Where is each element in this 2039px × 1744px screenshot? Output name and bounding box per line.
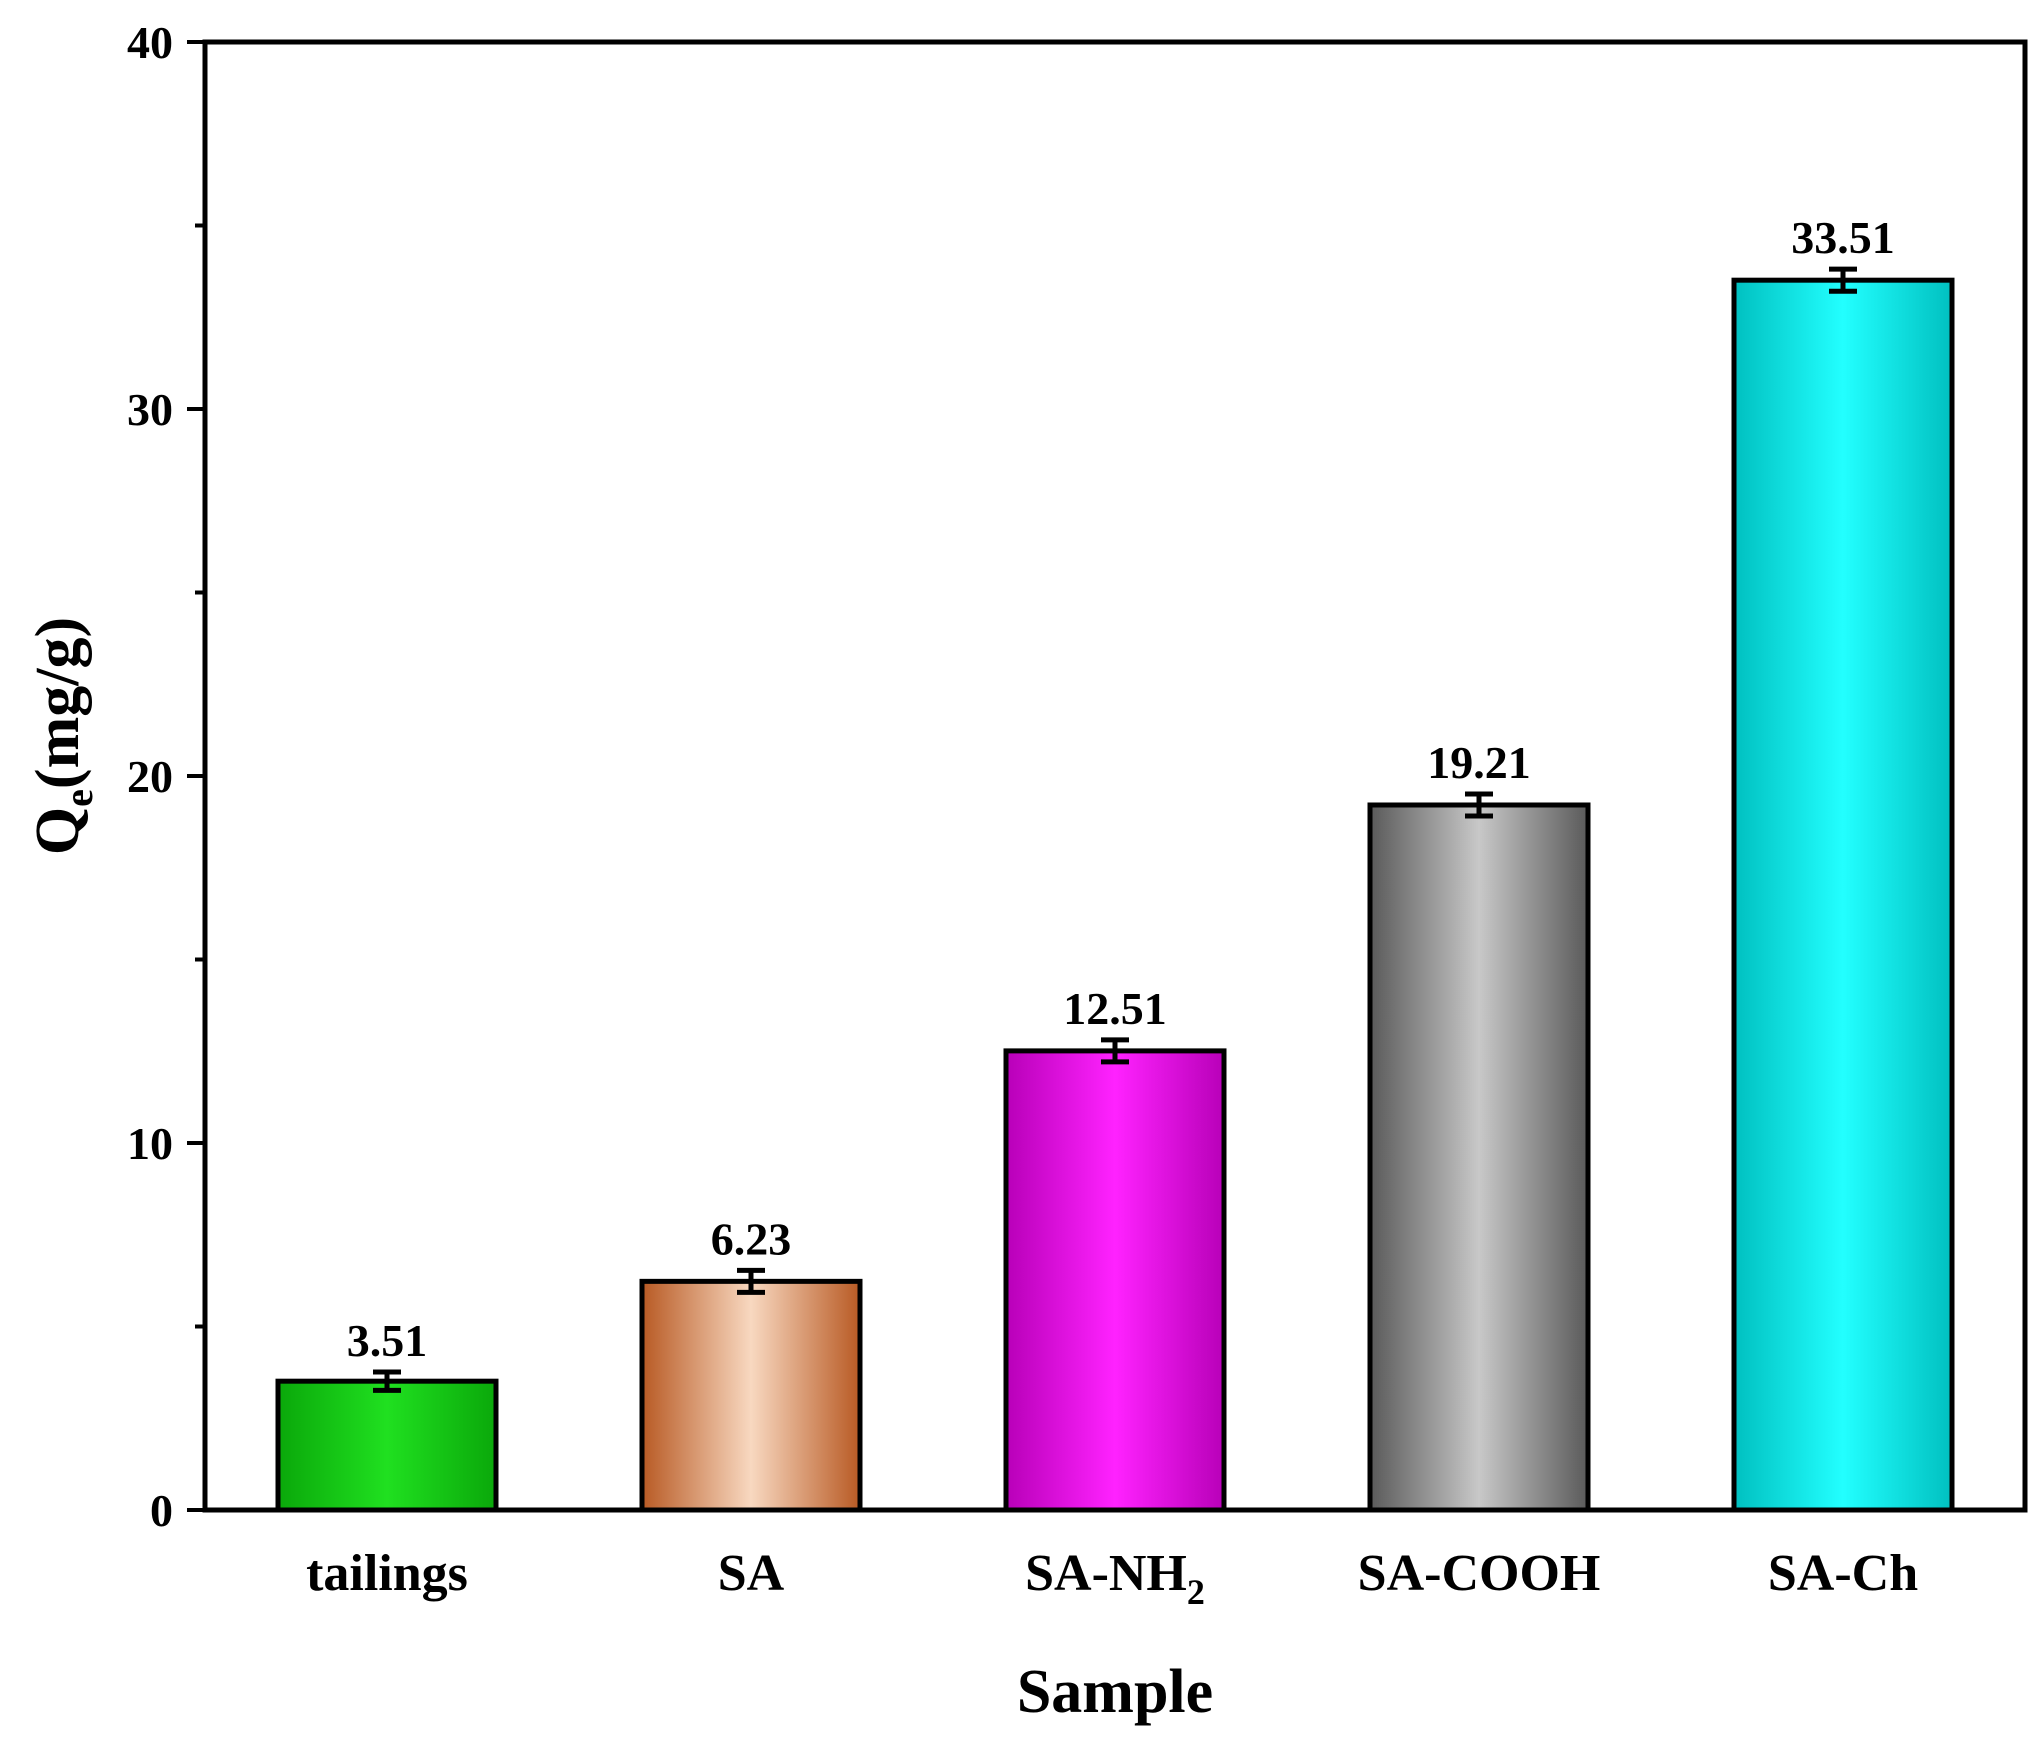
y-axis-title: Qe(mg/g) — [24, 617, 101, 855]
error-bars-layer — [373, 266, 1857, 1393]
error-bar — [373, 1369, 401, 1393]
data-label: 12.51 — [1063, 983, 1167, 1034]
x-tick-label: SA-Ch — [1768, 1545, 1918, 1602]
bar-sa-cooh — [1367, 802, 1591, 1513]
x-axis-categories: tailings SA SA-NH2 SA-COOH SA-Ch — [306, 1545, 1918, 1612]
y-tick-label: 0 — [150, 1485, 173, 1536]
y-axis-ticks: 0 10 20 30 40 — [127, 17, 205, 1536]
data-label: 3.51 — [347, 1315, 428, 1366]
data-labels-layer: 3.51 6.23 12.51 19.21 33.51 — [347, 212, 1895, 1366]
error-bar — [1829, 266, 1857, 294]
data-label: 19.21 — [1427, 737, 1531, 788]
bar-sa-nh — [1003, 1048, 1227, 1513]
y-axis-title-main: Q — [24, 807, 92, 855]
bar-sa-ch — [1731, 277, 1955, 1513]
x-tick-label: tailings — [306, 1545, 468, 1602]
y-tick-label: 10 — [127, 1118, 173, 1169]
x-axis-title: Sample — [1017, 1658, 1213, 1726]
y-tick-label: 20 — [127, 751, 173, 802]
data-label: 6.23 — [711, 1213, 792, 1264]
bar-tailings — [275, 1378, 499, 1513]
y-axis-title-unit: (mg/g) — [24, 617, 92, 789]
data-label: 33.51 — [1791, 212, 1895, 263]
error-bar — [1101, 1037, 1129, 1065]
y-axis-title-subscript: e — [56, 789, 101, 807]
bar-sa — [639, 1278, 863, 1513]
x-tick-label: SA-NH2 — [1025, 1545, 1205, 1612]
x-tick-label: SA — [718, 1545, 785, 1602]
bars-layer — [275, 277, 1955, 1513]
y-tick-label: 30 — [127, 384, 173, 435]
error-bar — [1465, 791, 1493, 819]
y-tick-label: 40 — [127, 17, 173, 68]
x-tick-label: SA-COOH — [1358, 1545, 1601, 1602]
error-bar — [737, 1267, 765, 1295]
